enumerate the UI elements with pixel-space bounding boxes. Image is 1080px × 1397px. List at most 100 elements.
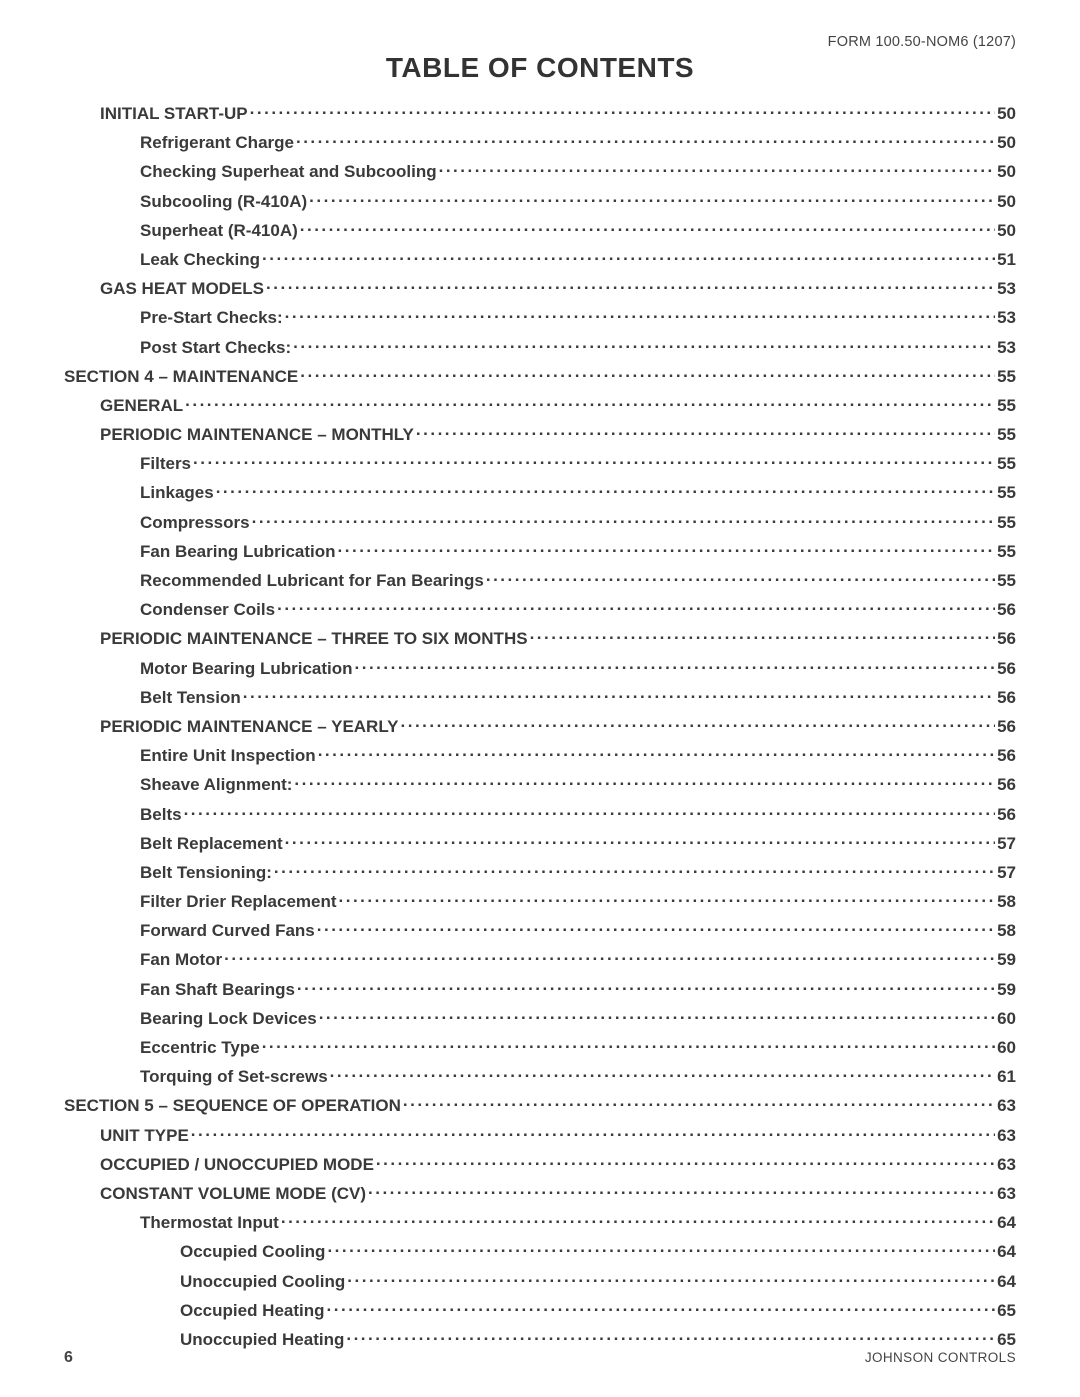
- toc-row: UNIT TYPE 63: [64, 1124, 1016, 1146]
- toc-label: PERIODIC MAINTENANCE – MONTHLY: [100, 425, 414, 445]
- toc-label: Belt Tension: [140, 688, 241, 708]
- toc-page-number: 64: [997, 1272, 1016, 1292]
- toc-page-number: 53: [997, 338, 1016, 358]
- toc-page-number: 56: [997, 659, 1016, 679]
- toc-page-number: 64: [997, 1213, 1016, 1233]
- toc-row: Filter Drier Replacement 58: [64, 890, 1016, 912]
- toc-label: Thermostat Input: [140, 1213, 279, 1233]
- toc-row: OCCUPIED / UNOCCUPIED MODE63: [64, 1153, 1016, 1175]
- toc-leader-dots: [439, 160, 995, 177]
- toc-leader-dots: [318, 744, 995, 761]
- toc-leader-dots: [338, 540, 996, 557]
- toc-page-number: 63: [997, 1184, 1016, 1204]
- toc-row: Unoccupied Heating 65: [64, 1328, 1016, 1350]
- toc-label: Filter Drier Replacement: [140, 892, 337, 912]
- toc-row: Belt Tensioning:57: [64, 861, 1016, 883]
- toc-leader-dots: [297, 978, 995, 995]
- toc-leader-dots: [216, 481, 995, 498]
- toc-row: Post Start Checks: 53: [64, 336, 1016, 358]
- toc-leader-dots: [530, 627, 996, 644]
- toc-label: PERIODIC MAINTENANCE – THREE TO SIX MONT…: [100, 629, 528, 649]
- toc-leader-dots: [346, 1328, 995, 1345]
- toc-row: Thermostat Input 64: [64, 1211, 1016, 1233]
- toc-label: Post Start Checks:: [140, 338, 291, 358]
- toc-leader-dots: [266, 277, 995, 294]
- toc-leader-dots: [319, 1007, 995, 1024]
- toc-label: GAS HEAT MODELS: [100, 279, 264, 299]
- toc-label: SECTION 4 – MAINTENANCE: [64, 367, 298, 387]
- toc-label: Occupied Heating: [180, 1301, 325, 1321]
- toc-page-number: 64: [997, 1242, 1016, 1262]
- toc-label: UNIT TYPE: [100, 1126, 189, 1146]
- toc-row: Unoccupied Cooling64: [64, 1270, 1016, 1292]
- toc-leader-dots: [403, 1094, 995, 1111]
- toc-row: GAS HEAT MODELS 53: [64, 277, 1016, 299]
- toc-label: Belts: [140, 805, 182, 825]
- toc-page-number: 63: [997, 1155, 1016, 1175]
- toc-row: Belts56: [64, 803, 1016, 825]
- toc-leader-dots: [285, 832, 995, 849]
- page-number: 6: [64, 1349, 73, 1367]
- toc-leader-dots: [293, 336, 995, 353]
- toc-leader-dots: [262, 248, 995, 265]
- toc-leader-dots: [347, 1270, 995, 1287]
- toc-leader-dots: [191, 1124, 995, 1141]
- toc-label: Condenser Coils: [140, 600, 275, 620]
- toc-label: Unoccupied Heating: [180, 1330, 344, 1350]
- toc-page-number: 58: [997, 921, 1016, 941]
- toc-leader-dots: [294, 773, 995, 790]
- toc-leader-dots: [193, 452, 995, 469]
- toc-label: Belt Tensioning:: [140, 863, 272, 883]
- toc-row: Belt Replacement57: [64, 832, 1016, 854]
- toc-label: INITIAL START-UP: [100, 104, 248, 124]
- toc-page-number: 56: [997, 775, 1016, 795]
- toc-leader-dots: [330, 1065, 995, 1082]
- toc-row: Condenser Coils 56: [64, 598, 1016, 620]
- toc-label: CONSTANT VOLUME MODE (CV): [100, 1184, 366, 1204]
- toc-label: Bearing Lock Devices: [140, 1009, 317, 1029]
- toc-label: Occupied Cooling: [180, 1242, 325, 1262]
- toc-page-number: 50: [997, 192, 1016, 212]
- toc-page-number: 56: [997, 688, 1016, 708]
- toc-page-number: 50: [997, 162, 1016, 182]
- toc-page-number: 60: [997, 1009, 1016, 1029]
- toc-row: PERIODIC MAINTENANCE – THREE TO SIX MONT…: [64, 627, 1016, 649]
- toc-page-number: 63: [997, 1096, 1016, 1116]
- toc-page-number: 55: [997, 396, 1016, 416]
- toc-row: Compressors55: [64, 511, 1016, 533]
- toc-label: SECTION 5 – SEQUENCE OF OPERATION: [64, 1096, 401, 1116]
- toc-label: Torquing of Set-screws: [140, 1067, 328, 1087]
- toc-leader-dots: [401, 715, 996, 732]
- toc-leader-dots: [339, 890, 996, 907]
- toc-label: Fan Bearing Lubrication: [140, 542, 336, 562]
- toc-page-number: 56: [997, 717, 1016, 737]
- toc-label: Filters: [140, 454, 191, 474]
- toc-row: Linkages 55: [64, 481, 1016, 503]
- toc-page-number: 61: [997, 1067, 1016, 1087]
- toc-page-number: 63: [997, 1126, 1016, 1146]
- toc-page-number: 55: [997, 483, 1016, 503]
- toc-page-number: 58: [997, 892, 1016, 912]
- toc-row: Belt Tension 56: [64, 686, 1016, 708]
- toc-label: Pre-Start Checks:: [140, 308, 283, 328]
- toc-row: Pre-Start Checks:53: [64, 306, 1016, 328]
- toc-row: Occupied Heating 65: [64, 1299, 1016, 1321]
- toc-label: GENERAL: [100, 396, 183, 416]
- toc-leader-dots: [309, 190, 995, 207]
- toc-page-number: 55: [997, 542, 1016, 562]
- toc-page-number: 60: [997, 1038, 1016, 1058]
- toc-label: Linkages: [140, 483, 214, 503]
- toc-row: PERIODIC MAINTENANCE – YEARLY 56: [64, 715, 1016, 737]
- toc-leader-dots: [300, 365, 995, 382]
- toc-page-number: 56: [997, 600, 1016, 620]
- toc-row: Filters55: [64, 452, 1016, 474]
- toc-row: Occupied Cooling 64: [64, 1240, 1016, 1262]
- toc-row: Fan Shaft Bearings59: [64, 978, 1016, 1000]
- toc-row: Torquing of Set-screws 61: [64, 1065, 1016, 1087]
- toc-label: PERIODIC MAINTENANCE – YEARLY: [100, 717, 399, 737]
- toc-leader-dots: [243, 686, 995, 703]
- toc-row: Eccentric Type 60: [64, 1036, 1016, 1058]
- toc-leader-dots: [296, 131, 995, 148]
- toc-leader-dots: [355, 657, 996, 674]
- toc-label: Fan Shaft Bearings: [140, 980, 295, 1000]
